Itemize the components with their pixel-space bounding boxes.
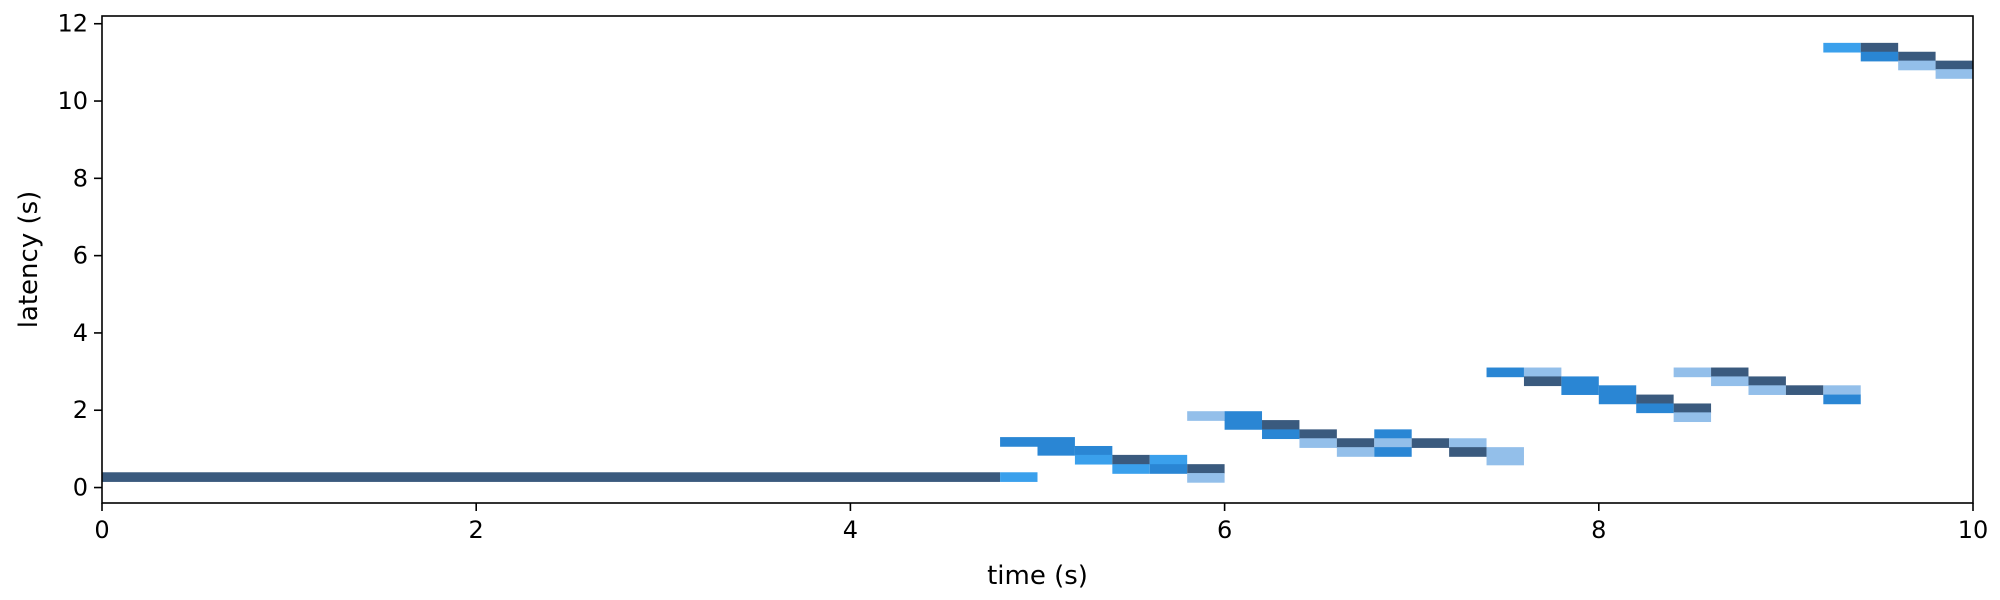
x-tick-label: 8 <box>1591 516 1606 544</box>
heatmap-cells <box>102 42 1973 483</box>
heatmap-cell <box>1262 420 1300 430</box>
y-tick-label: 4 <box>73 319 88 347</box>
heatmap-cell <box>1823 42 1861 53</box>
heatmap-cell <box>1935 69 1973 79</box>
heatmap-cell <box>1074 454 1113 465</box>
heatmap-cell <box>1898 51 1936 62</box>
heatmap-cell <box>1598 385 1637 395</box>
axes: 0 2 4 6 8 10 0 2 4 6 8 10 12 <box>57 10 1988 544</box>
heatmap-cell <box>1935 60 1973 71</box>
x-tick-label: 0 <box>94 516 109 544</box>
y-tick-label: 8 <box>73 164 88 192</box>
x-tick-label: 2 <box>469 516 484 544</box>
heatmap-cell <box>1224 411 1263 421</box>
heatmap-cell <box>1112 454 1150 465</box>
y-tick-label: 6 <box>73 242 88 270</box>
x-axis-label: time (s) <box>987 561 1088 591</box>
heatmap-cell <box>1486 455 1524 466</box>
heatmap-cell <box>1673 412 1712 423</box>
heatmap-cell <box>1673 367 1712 378</box>
heatmap-cell <box>1074 445 1113 456</box>
heatmap-cell <box>1449 447 1487 457</box>
heatmap-cell <box>1299 429 1337 440</box>
x-tick-label: 4 <box>843 516 858 544</box>
heatmap-cell <box>1149 454 1188 465</box>
heatmap-cell <box>1561 376 1599 387</box>
heatmap-cell <box>1523 376 1562 387</box>
heatmap-cell <box>1486 367 1524 378</box>
heatmap-cell <box>1000 472 1038 482</box>
heatmap-cell <box>1187 473 1225 483</box>
heatmap-cell <box>1598 394 1637 405</box>
x-tick-label: 10 <box>1958 516 1989 544</box>
heatmap-cell <box>1823 394 1861 405</box>
heatmap-cell <box>1037 445 1075 456</box>
heatmap-cell <box>1374 438 1412 448</box>
heatmap-cell <box>1187 411 1225 421</box>
y-tick-label: 10 <box>57 87 88 115</box>
heatmap-cell <box>1673 403 1712 414</box>
heatmap-cell <box>1262 429 1300 440</box>
y-tick-label: 0 <box>73 474 88 502</box>
heatmap-cell <box>1187 464 1225 474</box>
y-tick-label: 2 <box>73 396 88 424</box>
heatmap-cell <box>1711 376 1749 387</box>
heatmap-cell <box>1898 60 1936 71</box>
heatmap-cell <box>1523 367 1562 378</box>
heatmap-cell <box>1748 376 1786 387</box>
heatmap-cell <box>1112 464 1150 474</box>
heatmap-cell <box>1000 437 1038 447</box>
heatmap-cell <box>1374 447 1412 457</box>
heatmap-cell <box>1149 464 1188 474</box>
heatmap-cell <box>1374 429 1412 440</box>
x-tick-label: 6 <box>1217 516 1232 544</box>
heatmap-cell <box>1748 385 1786 395</box>
y-tick-label: 12 <box>57 10 88 38</box>
plot-frame <box>101 15 1974 504</box>
heatmap-cell <box>1860 42 1899 53</box>
heatmap-cell <box>1336 447 1375 457</box>
y-axis-label: latency (s) <box>14 191 44 329</box>
heatmap-cell <box>1785 385 1824 395</box>
heatmap-cell <box>1561 385 1599 395</box>
heatmap-cell <box>1636 403 1674 414</box>
heatmap-cell <box>1860 51 1899 62</box>
heatmap-cell <box>1486 447 1524 457</box>
heatmap-cell <box>1823 385 1861 395</box>
heatmap-cell <box>102 472 1001 482</box>
heatmap-cell <box>1299 438 1337 448</box>
heatmap-cell <box>1411 438 1450 448</box>
heatmap-cell <box>1449 438 1487 448</box>
heatmap-cell <box>1224 420 1263 430</box>
heatmap-cell <box>1636 394 1674 405</box>
heatmap-cell <box>1037 437 1075 447</box>
heatmap-cell <box>1711 367 1749 378</box>
heatmap-cell <box>1336 438 1375 448</box>
